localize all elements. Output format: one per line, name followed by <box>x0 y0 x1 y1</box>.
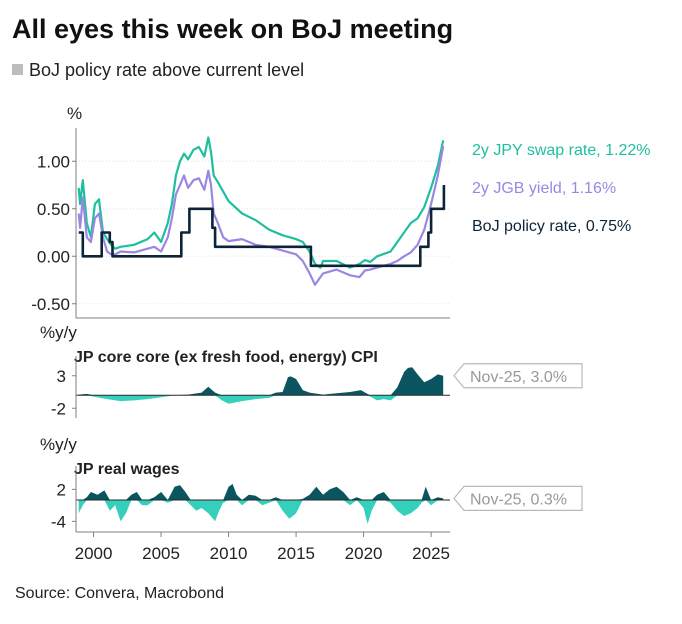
x-tick-label: 2010 <box>210 544 248 563</box>
series-label-2y-jgb-yield: 2y JGB yield, 1.16% <box>472 180 616 197</box>
legend-shaded-region: BoJ policy rate above current level <box>12 60 304 81</box>
x-tick-label: 2000 <box>75 544 113 563</box>
panel3-callout-label: Nov-25, 0.3% <box>470 491 567 508</box>
x-tick-label: 2005 <box>142 544 180 563</box>
x-tick-label: 2025 <box>412 544 450 563</box>
panel2-title: JP core core (ex fresh food, energy) CPI <box>74 349 378 366</box>
panel2-callout-label: Nov-25, 3.0% <box>470 369 567 386</box>
legend-shaded-label: BoJ policy rate above current level <box>29 60 305 80</box>
panel1-ytick-label: 0.00 <box>37 247 70 266</box>
legend-swatch <box>12 64 23 75</box>
chart-title: All eyes this week on BoJ meeting <box>12 14 454 44</box>
panel3-area-positive <box>78 484 444 500</box>
panel1-ytick-label: -0.50 <box>31 295 70 314</box>
panel2-callout-box <box>453 363 583 389</box>
panel3-area-negative <box>78 500 444 524</box>
x-tick-label: 2020 <box>345 544 383 563</box>
panel2-ytick-label: -2 <box>51 399 66 418</box>
panel2-ylabel: %y/y <box>40 323 77 342</box>
series-label-boj-policy-rate: BoJ policy rate, 0.75% <box>472 218 631 235</box>
panel1-ylabel: % <box>67 104 82 123</box>
panel1-ytick-label: 1.00 <box>37 152 70 171</box>
x-tick-label: 2015 <box>277 544 315 563</box>
panel3-callout-box <box>453 485 583 511</box>
source-note: Source: Convera, Macrobond <box>15 585 224 602</box>
panel2-area-negative <box>78 395 444 404</box>
panel2-ytick-label: 3 <box>57 367 66 386</box>
series-label-2y-jpy-swap: 2y JPY swap rate, 1.22% <box>472 142 650 159</box>
series-line-boj-policy-rate <box>78 185 446 268</box>
panel1-ytick-label: 0.50 <box>37 200 70 219</box>
panel3-title: JP real wages <box>74 461 180 478</box>
panel3-ytick-label: -4 <box>51 512 66 531</box>
panel3-ylabel: %y/y <box>40 435 77 454</box>
panel2-area-positive <box>78 367 444 396</box>
panel3-ytick-label: 2 <box>57 480 66 499</box>
